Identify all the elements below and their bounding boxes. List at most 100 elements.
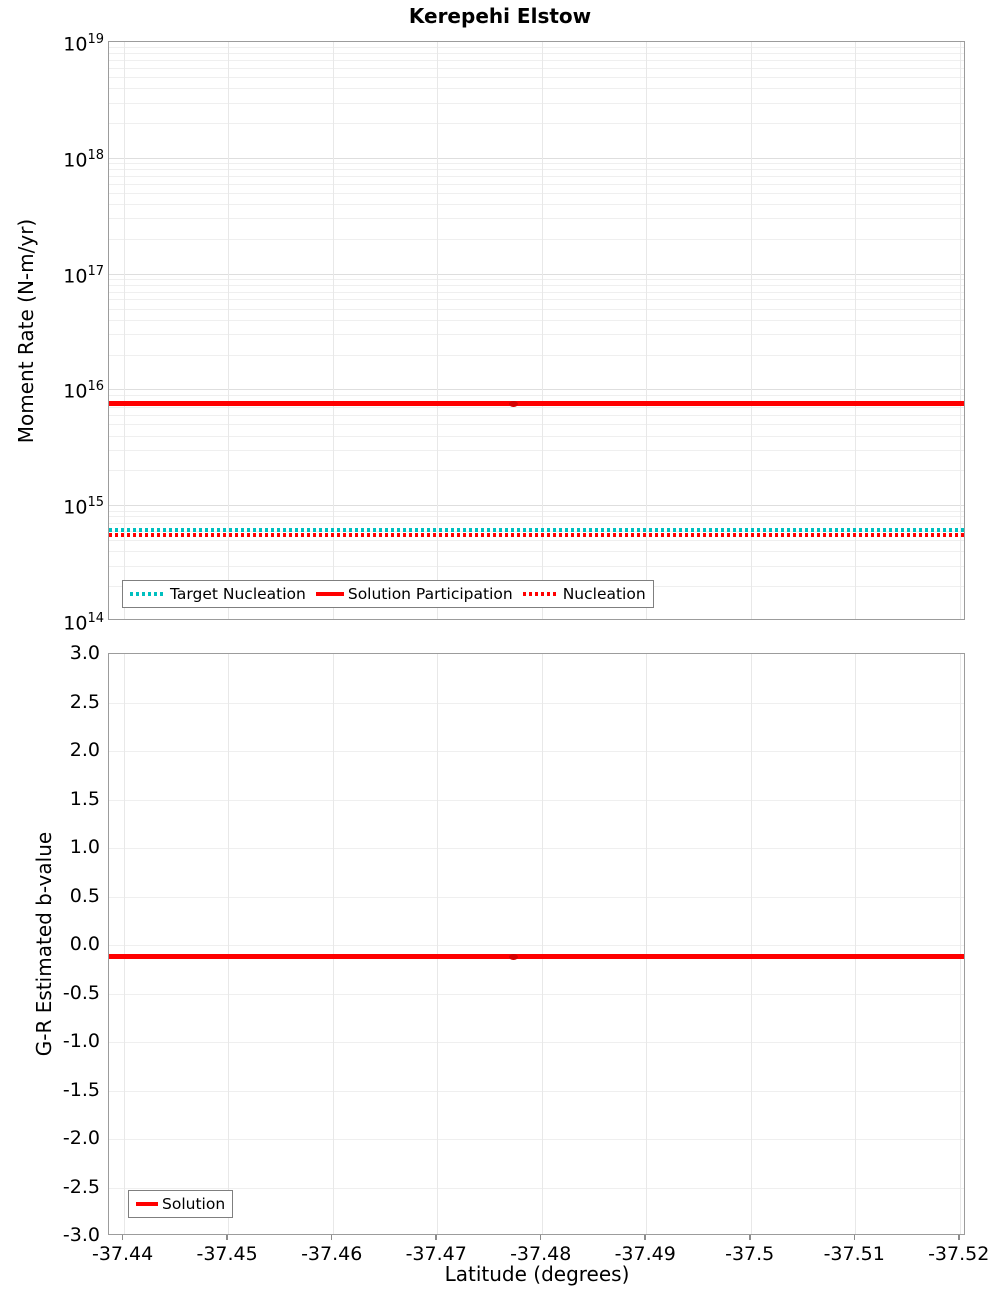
ytick-label: 1.0 — [69, 836, 100, 858]
gridline-minor — [109, 523, 964, 525]
xtick-label: -37.44 — [91, 1243, 154, 1265]
gridline-minor — [109, 424, 964, 426]
gridline-vertical — [437, 654, 439, 1234]
x-tick-mark — [644, 1235, 646, 1240]
ytick-label: 1016 — [63, 379, 104, 403]
gridline-horizontal — [109, 945, 964, 946]
gridline-minor — [109, 308, 964, 310]
figure-title: Kerepehi Elstow — [408, 4, 592, 28]
legend-label-solution: Solution — [162, 1195, 226, 1213]
gridline-horizontal — [109, 1042, 964, 1043]
gridline-minor — [109, 47, 964, 49]
gridline-minor — [109, 284, 964, 286]
gridline-minor — [109, 354, 964, 356]
gridline-minor — [109, 565, 964, 567]
gridline-minor — [109, 163, 964, 165]
gridline-horizontal — [109, 896, 964, 898]
ytick-label: 1017 — [63, 263, 104, 287]
x-tick-mark — [226, 1235, 228, 1240]
gridline-minor — [109, 470, 964, 472]
gridline-minor — [109, 183, 964, 185]
b-value-legend: Solution — [128, 1190, 234, 1218]
gridline-minor — [109, 540, 964, 542]
ytick-label: 3.0 — [69, 642, 100, 664]
ytick-label: -1.0 — [62, 1030, 100, 1052]
gridline-horizontal — [109, 1090, 964, 1092]
legend-item-nucleation: Nucleation — [522, 585, 646, 603]
xtick-label: -37.49 — [614, 1243, 676, 1265]
ytick-label: 1.5 — [69, 787, 100, 810]
xtick-label: -37.48 — [510, 1243, 572, 1265]
data-point-marker — [509, 953, 518, 960]
ytick-label: 1015 — [63, 495, 104, 519]
gridline-horizontal — [109, 702, 964, 704]
gridline-minor — [109, 67, 964, 69]
gridline-vertical — [228, 42, 230, 619]
ytick-label: 0.0 — [69, 933, 100, 955]
xtick-label: -37.47 — [405, 1243, 467, 1265]
gridline-vertical — [959, 654, 961, 1234]
red-solid-line-icon — [315, 591, 344, 597]
x-tick-mark — [853, 1235, 855, 1240]
gridline-minor — [109, 102, 964, 104]
gridline-minor — [109, 400, 964, 402]
gridline-major — [109, 389, 964, 391]
series-line-solution-participation — [109, 401, 964, 407]
x-tick-mark — [330, 1235, 333, 1240]
ytick-label: 1018 — [63, 147, 104, 172]
gridline-vertical — [541, 654, 543, 1234]
gridline-horizontal — [109, 848, 964, 849]
gridline-vertical — [123, 654, 125, 1234]
moment-rate-axis-label: Moment Rate (N-m/yr) — [14, 218, 38, 444]
gridline-major — [109, 273, 964, 275]
xtick-label: -37.51 — [823, 1243, 885, 1265]
gridline-minor — [109, 516, 964, 518]
gridline-minor — [109, 291, 964, 293]
gridline-minor — [109, 122, 964, 124]
series-line-target-nucleation — [109, 527, 964, 532]
ytick-label: 2.0 — [69, 739, 100, 761]
xtick-label: -37.45 — [196, 1243, 258, 1265]
gridline-vertical — [855, 42, 857, 619]
x-tick-mark — [539, 1235, 542, 1240]
gridline-minor — [109, 435, 964, 437]
gridline-vertical — [228, 654, 230, 1234]
gridline-minor — [109, 415, 964, 417]
gridline-vertical — [646, 654, 648, 1234]
ytick-label: 2.5 — [69, 690, 100, 713]
gridline-horizontal — [109, 799, 964, 801]
gridline-major — [109, 157, 964, 159]
gridline-major — [109, 505, 964, 507]
gridline-vertical — [332, 42, 334, 619]
gridline-minor — [109, 407, 964, 409]
gridline-minor — [109, 278, 964, 280]
legend-item-solution: Solution — [136, 1195, 225, 1213]
ytick-label: -2.0 — [62, 1127, 100, 1149]
legend-item-target-nucleation: Target Nucleation — [130, 585, 306, 603]
gridline-minor — [109, 192, 964, 194]
x-tick-mark — [121, 1235, 124, 1240]
xtick-label: -37.46 — [301, 1243, 363, 1265]
gridline-minor — [109, 510, 964, 512]
legend-label-solution-participation: Solution Participation — [347, 585, 513, 603]
gridline-horizontal — [109, 1187, 964, 1189]
gridline-minor — [109, 394, 964, 396]
red-solid-line-icon — [136, 1201, 158, 1207]
gridline-minor — [109, 88, 964, 90]
gridline-minor — [109, 334, 964, 336]
gridline-vertical — [750, 42, 752, 619]
legend-label-target-nucleation: Target Nucleation — [170, 585, 306, 603]
x-tick-mark — [749, 1235, 751, 1240]
x-tick-mark — [958, 1235, 960, 1240]
ytick-label: 1019 — [63, 32, 104, 56]
ytick-label: -1.5 — [62, 1078, 100, 1101]
ytick-label: -3.0 — [62, 1224, 100, 1246]
moment-rate-legend: Target Nucleation Solution Participation… — [122, 580, 654, 608]
gridline-vertical — [959, 42, 961, 619]
xtick-label: -37.52 — [928, 1243, 990, 1265]
gridline-vertical — [437, 42, 439, 619]
gridline-minor — [109, 53, 964, 55]
legend-item-solution-participation: Solution Participation — [315, 585, 513, 603]
gridline-vertical — [541, 42, 543, 619]
